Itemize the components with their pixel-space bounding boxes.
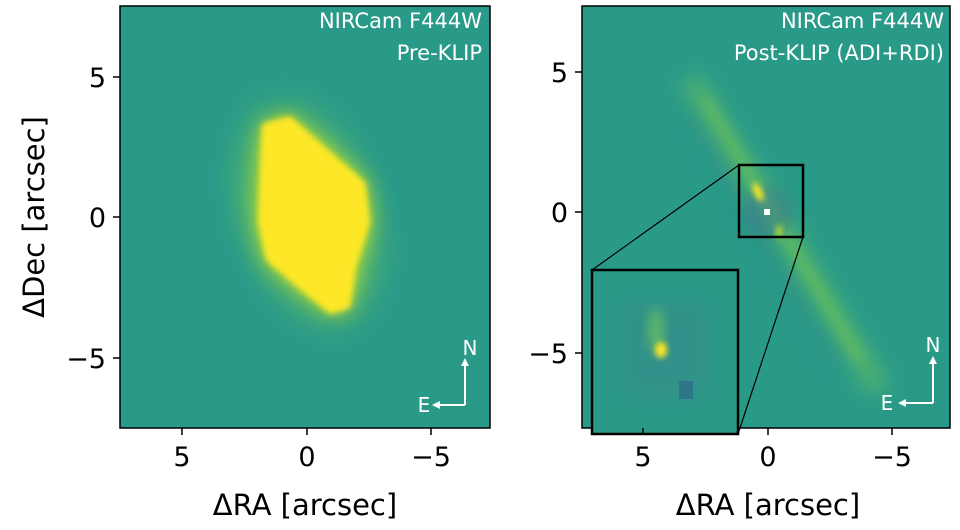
zoom-inset [590,268,740,436]
y-tick-label: −5 [66,344,106,375]
inset-companion-source [655,342,667,358]
post-klip-panel: 5 0 −5 5 0 −5 NIRCam F444W Post-KLIP (AD… [528,5,951,473]
north-arrow-icon [929,356,937,364]
inset-streak [649,308,663,352]
x-tick-label: 5 [173,442,190,473]
y-tick-label: 0 [551,198,568,229]
pre-klip-title-line2: Pre-KLIP [397,41,482,65]
x-axis-label-right: ΔRA [arcsec] [676,488,860,522]
star-position-marker [764,209,770,215]
y-tick-label: 0 [89,203,106,234]
y-tick-label: 5 [89,63,106,94]
east-arrow-icon [898,399,906,407]
zoom-connector-line [737,236,804,435]
x-tick-label: 0 [298,442,315,473]
pre-klip-image [206,68,410,360]
compass-rose: N E [881,333,941,415]
inset-frame [590,268,740,436]
compass-east-label: E [881,391,894,415]
y-axis-label: ΔDec [arcsec] [17,116,51,318]
y-tick-label: 5 [551,58,568,89]
zoom-region-box [737,163,805,239]
x-tick-label: −5 [872,442,912,473]
post-klip-axes-frame [581,5,951,429]
compass-east-label: E [418,393,431,417]
saturated-psf-core [258,116,370,314]
pre-klip-title-line1: NIRCam F444W [319,9,482,33]
compass-north-label: N [463,336,478,360]
x-axis-label-left: ΔRA [arcsec] [213,488,397,522]
east-arrow-icon [432,401,440,409]
x-tick-label: 0 [759,442,776,473]
y-tick-label: −5 [528,339,568,370]
x-tick-label: 5 [634,442,651,473]
compass-rose: N E [418,336,478,417]
companion-source [752,182,764,202]
zoom-connector-line [591,164,740,271]
residual-speckle [776,225,782,239]
x-tick-label: −5 [411,442,451,473]
north-arrow-icon [461,358,469,366]
inset-dark-pixel [679,381,693,399]
post-klip-title-line2: Post-KLIP (ADI+RDI) [734,41,944,65]
compass-north-label: N [926,333,941,357]
post-klip-title-line1: NIRCam F444W [781,9,944,33]
pre-klip-panel: 5 0 −5 5 0 −5 NIRCam F444W Pre-KLIP N E [66,5,491,473]
